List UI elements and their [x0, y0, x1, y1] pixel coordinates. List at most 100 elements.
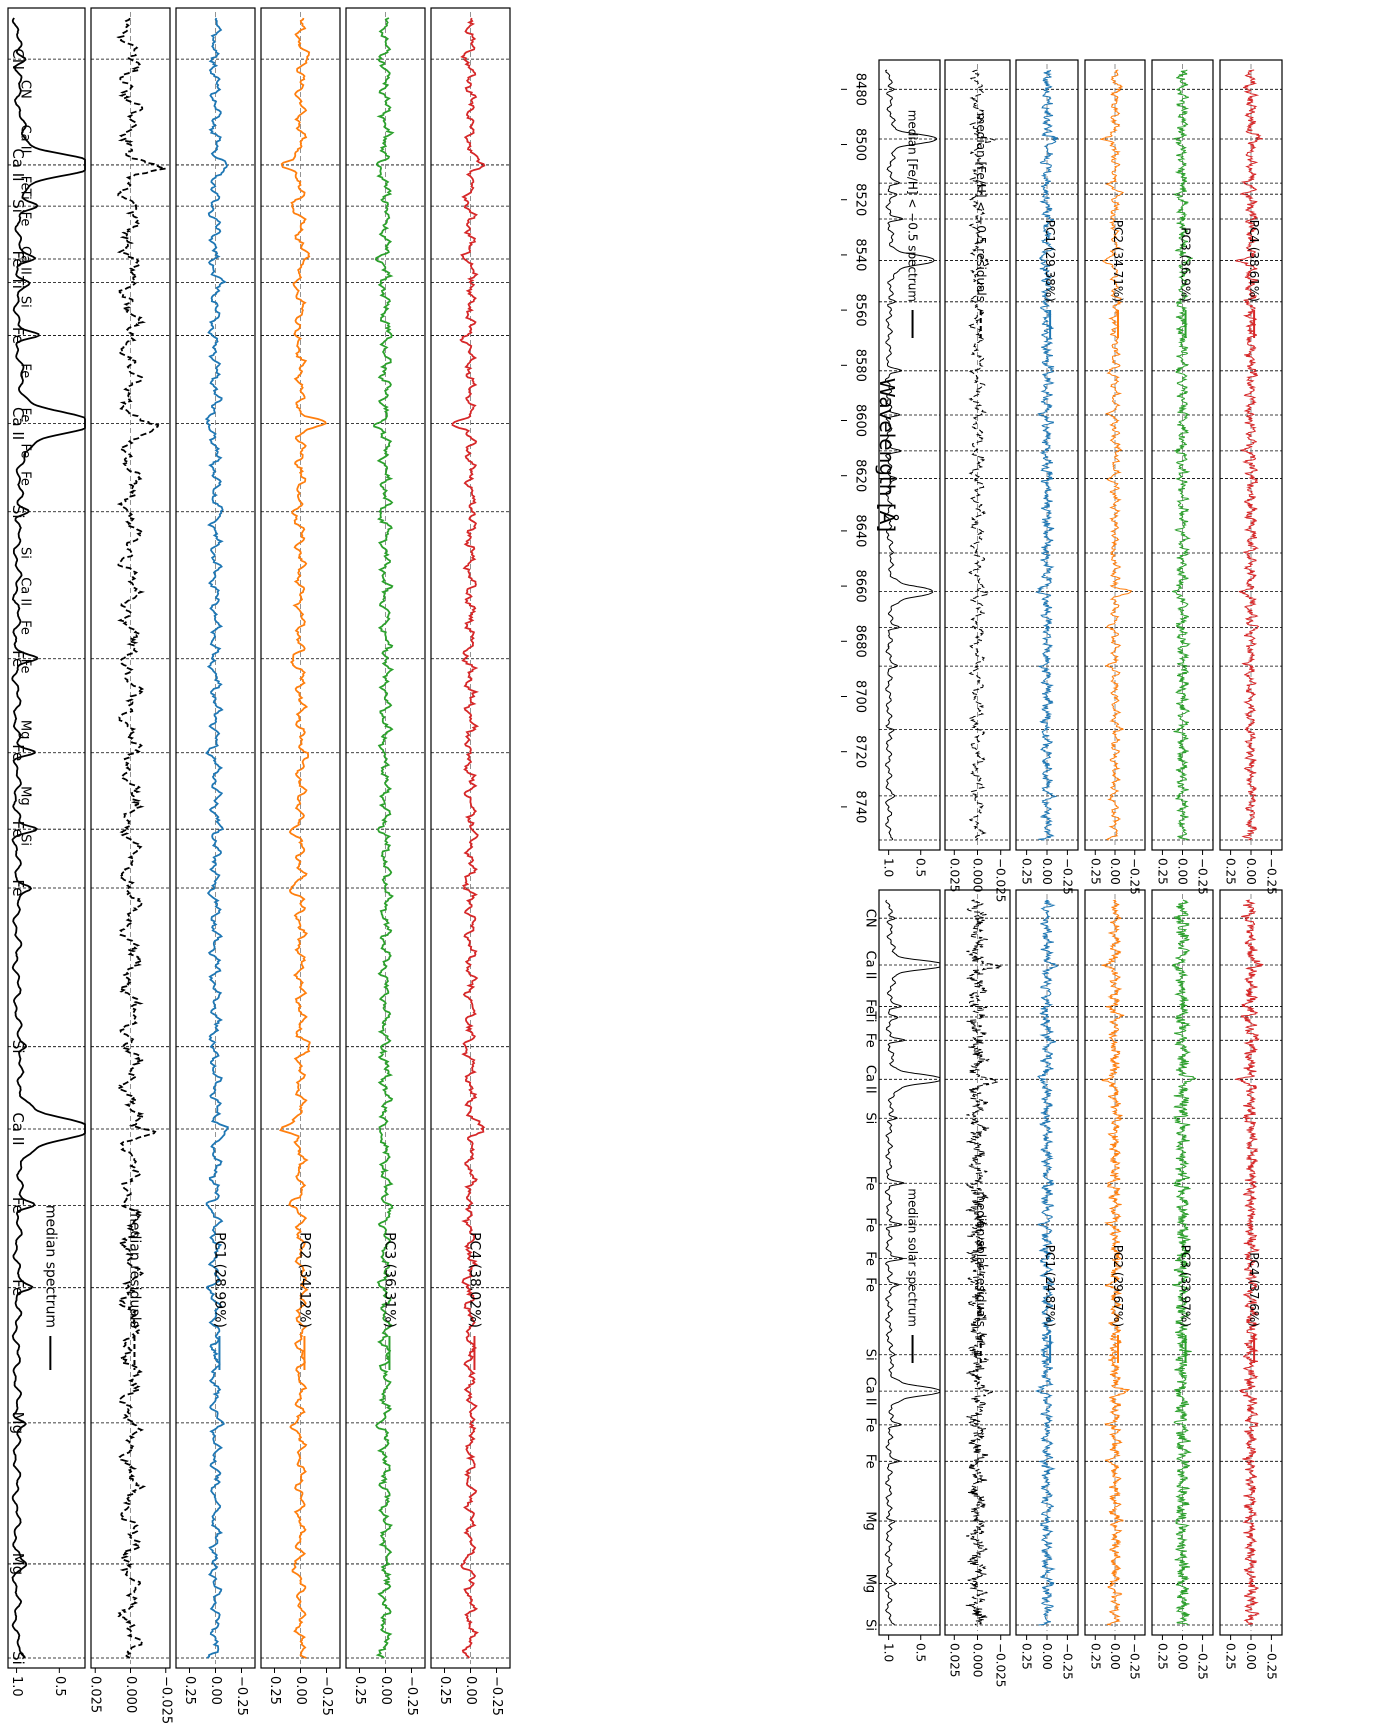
series-line: [451, 17, 486, 1659]
panel-frame: [878, 59, 941, 851]
y-tick-label: 0.25: [1224, 858, 1238, 885]
y-tick-label: −0.025: [994, 858, 1008, 902]
y-tick-label: 1.0: [882, 1643, 896, 1662]
line-label: CN: [863, 909, 878, 928]
series-line: [884, 899, 941, 1626]
x-tick-label: 8660: [853, 570, 868, 603]
legend: PC4 (37.6%): [1247, 1252, 1261, 1363]
y-tick-label: 0.25: [1224, 1643, 1238, 1670]
y-tick-label: 0.000: [971, 858, 985, 892]
y-tick-label: −0.25: [1128, 1643, 1142, 1680]
panel-1: 1.0 0.5 median solar spectrum: [878, 889, 941, 1662]
legend-label: median solar spectrum: [906, 1188, 920, 1327]
legend: median spectrum: [42, 1205, 58, 1370]
x-tick-label: 8620: [853, 459, 868, 492]
figure-bottom-right: 8480 8500 8520 8540 8560 8580 8600 8620 8640 8660…: [18, 59, 1283, 902]
legend: PC1 (29.38%): [1043, 220, 1057, 338]
line-label: Ti: [862, 1010, 877, 1022]
line-label: Ca II: [18, 577, 33, 606]
panel-5: 0.25 0.00 −0.25 PC3 (33.97%): [1151, 889, 1214, 1680]
legend: median solar spectrum: [906, 1188, 920, 1363]
y-tick-label: 0.25: [267, 1676, 282, 1705]
x-tick-label: 8640: [853, 514, 868, 547]
legend-label: PC4 (38.02%): [466, 1232, 482, 1328]
panel-2: 0.025 0.000 −0.025 median [Fe/H] < −0.5 res…: [944, 59, 1011, 902]
line-label: Si: [863, 1349, 878, 1361]
legend-label: PC2 (34.12%): [296, 1232, 312, 1328]
figure-bottom-left: 8480850085208540856085808600862086408660…: [862, 889, 1283, 1687]
y-tick-label: 1.0: [882, 858, 896, 877]
line-label: Fe: [18, 620, 33, 635]
line-label: Ca II: [863, 1065, 878, 1094]
y-tick-label: 0.00: [1040, 858, 1054, 885]
line-label: Si: [863, 1619, 878, 1631]
legend-label: median [Fe/H] < −0.5 residuals: [974, 113, 988, 302]
legend: PC1 (24.87%): [1043, 1245, 1057, 1363]
y-tick-label: 0.25: [1020, 858, 1034, 885]
line-label: Ca II: [18, 246, 33, 275]
x-tick-label: 8560: [853, 294, 868, 327]
legend: PC2 (34.71%): [1111, 220, 1125, 338]
series-line: [1099, 69, 1132, 841]
y-tick-label: 0.025: [88, 1676, 103, 1713]
figure-top: 8480849085008510852085308540855085608570…: [7, 7, 511, 1724]
series-line: [279, 17, 327, 1659]
line-label: Ca II: [863, 951, 878, 980]
y-tick-label: 0.25: [182, 1676, 197, 1705]
legend: PC1 (28.99%): [211, 1232, 227, 1370]
legend-label: PC1 (24.87%): [1043, 1245, 1057, 1327]
line-label: Fe: [863, 1418, 878, 1433]
legend-label: PC1 (29.38%): [1043, 220, 1057, 302]
legend-label: median residuals: [126, 1208, 142, 1328]
panel-4: 0.25 0.00 −0.25 PC2 (29.67%): [1084, 889, 1146, 1680]
line-label: Fe: [18, 471, 33, 486]
panel-frame: [7, 7, 86, 1669]
y-tick-label: 0.00: [1040, 1643, 1054, 1670]
line-label: Fe: [863, 1176, 878, 1191]
series-line: [373, 17, 395, 1659]
line-label: Fe: [18, 363, 33, 378]
panel-6: 0.25 0.00 −0.25 PC4 (38.02%): [430, 7, 511, 1716]
panel-5: 0.25 0.00 −0.25 PC3 (36.31%): [345, 7, 426, 1716]
line-label: Fe: [863, 1033, 878, 1048]
y-tick-label: −0.25: [404, 1676, 419, 1716]
legend-label: PC4 (37.6%): [1247, 1252, 1261, 1327]
legend: PC2 (29.67%): [1111, 1245, 1125, 1363]
legend-label: PC1 (28.99%): [211, 1232, 227, 1328]
y-tick-label: 0.00: [1244, 1643, 1258, 1670]
series-line: [204, 17, 229, 1659]
panel-3: 0.25 0.00 −0.25 PC1 (24.87%): [1015, 889, 1079, 1680]
series-line: [965, 899, 1003, 1626]
y-tick-label: −0.25: [1264, 858, 1278, 895]
y-tick-label: 0.00: [1244, 858, 1258, 885]
y-tick-label: 0.00: [293, 1676, 308, 1705]
legend-label: median solar residuals: [974, 1191, 988, 1327]
series-line: [1235, 69, 1263, 841]
line-label: Mg: [863, 1574, 878, 1593]
line-label: Fe: [18, 212, 33, 227]
legend-label: median [Fe/H] < −0.5 spectrum: [906, 110, 920, 302]
y-tick-label: −0.25: [1264, 1643, 1278, 1680]
legend-label: PC3 (36.9%): [1179, 227, 1193, 302]
y-tick-label: −0.025: [158, 1676, 173, 1724]
legend-label: PC3 (33.97%): [1179, 1245, 1193, 1327]
line-label: Fe: [18, 443, 33, 458]
legend-label: median spectrum: [42, 1205, 58, 1328]
line-label: Fe: [18, 659, 33, 674]
y-tick-label: −0.025: [994, 1643, 1008, 1687]
y-tick-label: 1.0: [9, 1676, 24, 1697]
line-label: Fe: [863, 1277, 878, 1292]
panel-6: 0.25 0.00 −0.25 PC4 (37.6%): [1219, 889, 1283, 1680]
line-label: Si: [18, 296, 33, 308]
x-tick-label: 8600: [853, 404, 868, 437]
legend-label: PC2 (29.67%): [1111, 1245, 1125, 1327]
y-tick-label: −0.25: [1196, 858, 1210, 895]
y-tick-label: 0.25: [437, 1676, 452, 1705]
legend: PC2 (34.12%): [296, 1232, 312, 1370]
legend-label: PC3 (36.31%): [381, 1232, 397, 1328]
x-tick-label: 8720: [853, 735, 868, 768]
x-tick-label: 8520: [853, 183, 868, 216]
line-label: Fe: [18, 408, 33, 423]
series-line: [1035, 899, 1059, 1626]
line-label: Mg: [18, 720, 33, 739]
